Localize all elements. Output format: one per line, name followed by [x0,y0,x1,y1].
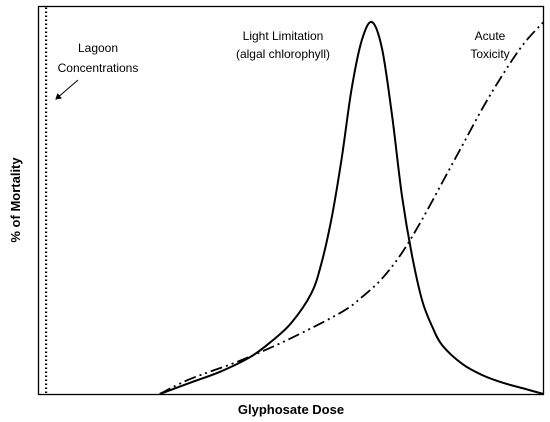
annotation-lagoon-line1: Lagoon [78,41,118,55]
x-axis-title: Glyphosate Dose [238,402,344,417]
series-line-light-limitation [159,20,544,395]
annotation-light-line2: (algal chlorophyll) [236,47,330,61]
annotation-light-line1: Light Limitation [243,29,324,43]
annotation-acute-line1: Acute [475,29,506,43]
plot-frame [37,5,545,396]
series-layer [44,7,545,395]
annotation-lagoon-line2: Concentrations [58,61,139,75]
annotation-acute-line2: Toxicity [470,47,509,61]
annotation-lagoon-arrow [55,79,79,100]
y-axis-title: % of Mortality [8,157,23,243]
series-line-acute-toxicity [159,21,545,395]
